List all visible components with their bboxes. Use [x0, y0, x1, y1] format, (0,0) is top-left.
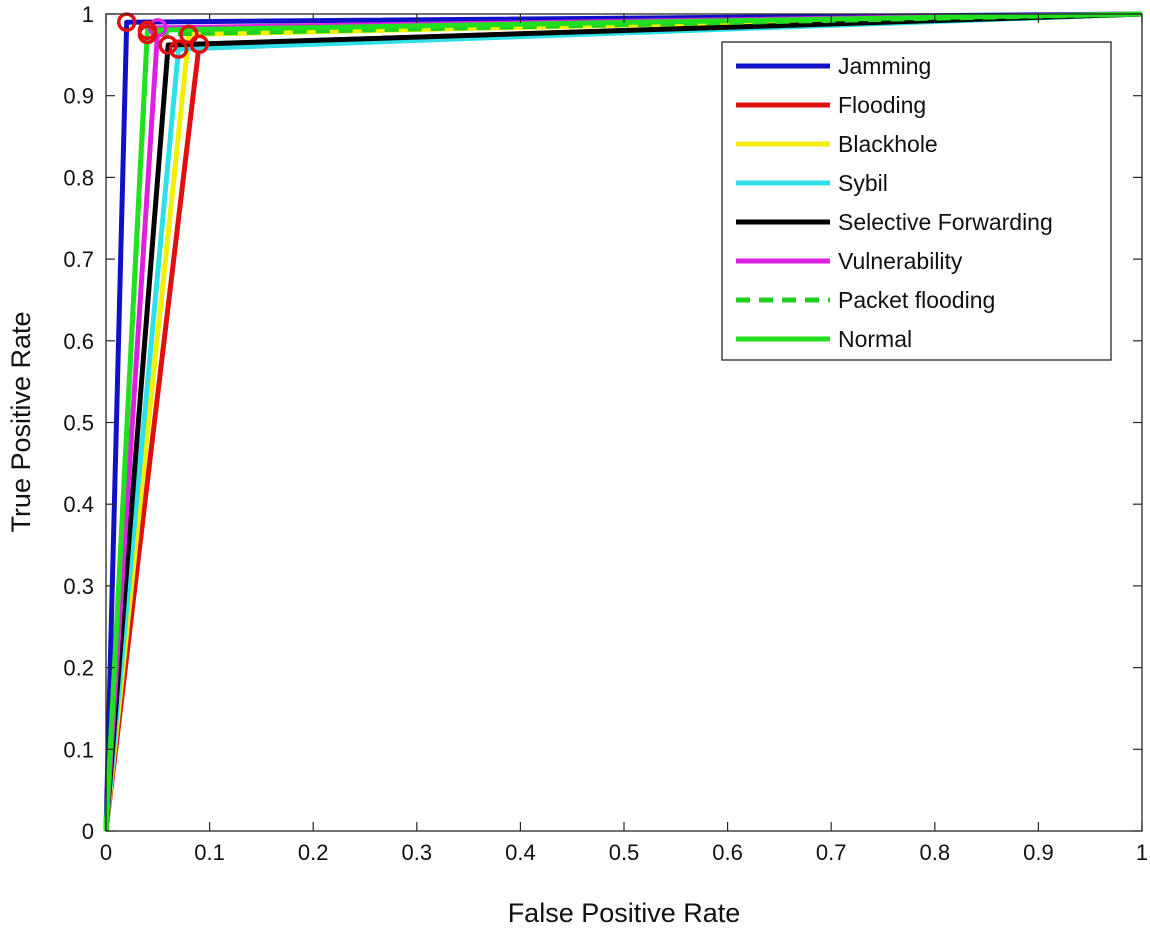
x-tick-label: 0.5 — [609, 840, 640, 865]
operating-point-blackhole — [179, 24, 199, 45]
y-tick-label: 1 — [82, 2, 94, 27]
series-line-selective-forwarding — [103, 11, 1143, 832]
y-tick-label: 0.4 — [63, 492, 94, 517]
y-tick-label: 0 — [82, 819, 94, 844]
operating-point-markers — [116, 12, 209, 59]
legend: Jamming Flooding Blackhole Sybil Selective F… — [721, 41, 1112, 361]
operating-point-sybil — [168, 39, 189, 59]
series-line-normal — [103, 11, 1143, 832]
legend-label: Blackhole — [838, 131, 938, 157]
legend-label: Selective Forwarding — [838, 209, 1053, 235]
y-tick-label: 0.8 — [63, 165, 94, 190]
legend-label: Normal — [838, 326, 912, 352]
y-tick-label: 0.5 — [63, 411, 94, 436]
x-tick-label: 0.7 — [816, 840, 847, 865]
legend-box — [721, 41, 1112, 361]
legend-label: Jamming — [838, 53, 931, 79]
x-tick-label: 0.6 — [712, 840, 743, 865]
x-tick-label: 0.3 — [402, 840, 433, 865]
legend-label: Packet flooding — [838, 287, 995, 313]
y-tick-label: 0.9 — [63, 84, 94, 109]
y-tick-label: 0.7 — [63, 247, 94, 272]
y-tick-label: 0.6 — [63, 329, 94, 354]
legend-label: Flooding — [838, 92, 926, 118]
operating-point-selective-forwarding — [158, 35, 178, 55]
x-tick-label: 1 — [1136, 840, 1148, 865]
operating-point-normal — [137, 20, 158, 41]
x-tick-label: 0.2 — [298, 840, 329, 865]
operating-point-flooding — [189, 34, 209, 54]
y-tick-label: 0.3 — [63, 574, 94, 599]
y-tick-label: 0.2 — [63, 656, 94, 681]
legend-label: Sybil — [838, 170, 888, 196]
series-layer — [103, 11, 1143, 832]
legend-label: Vulnerability — [838, 248, 963, 274]
x-tick-label: 0.9 — [1023, 840, 1054, 865]
x-tick-label: 0.8 — [920, 840, 951, 865]
y-tick-label: 0.1 — [63, 737, 94, 762]
x-tick-label: 0.4 — [505, 840, 536, 865]
x-tick-label: 0 — [100, 840, 112, 865]
x-axis: 0 0.1 0.2 0.3 0.4 0.5 0.6 0.7 0.8 0.9 1 — [100, 14, 1148, 865]
y-axis-label: True Positive Rate — [6, 311, 36, 532]
x-tick-label: 0.1 — [194, 840, 225, 865]
y-axis: 0 0.1 0.2 0.3 0.4 0.5 0.6 0.7 0.8 0.9 1 — [63, 2, 1142, 844]
x-axis-label: False Positive Rate — [508, 898, 741, 928]
